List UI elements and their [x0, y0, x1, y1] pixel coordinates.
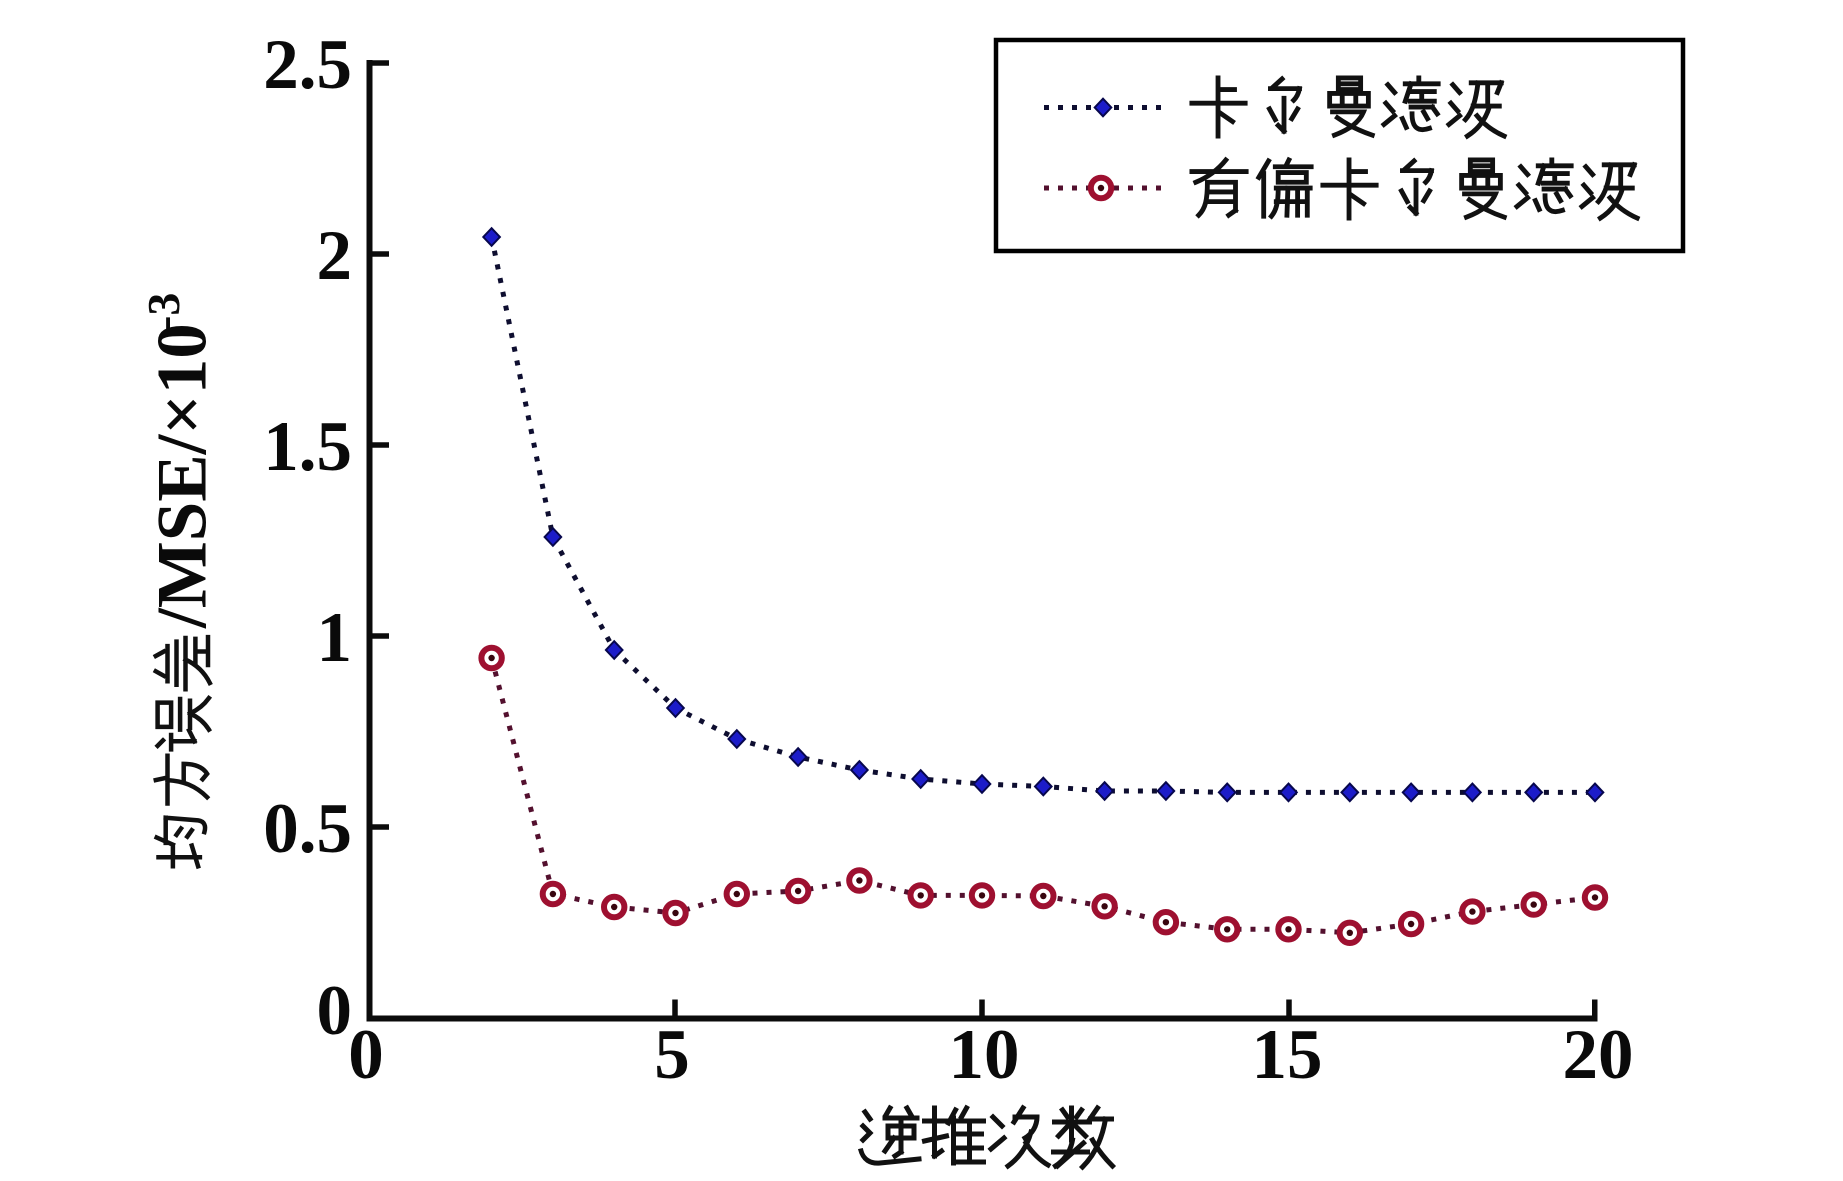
svg-text:-3: -3 — [138, 293, 189, 331]
svg-text:0: 0 — [348, 1016, 384, 1094]
svg-text:15: 15 — [1252, 1016, 1323, 1094]
svg-text:1: 1 — [317, 599, 353, 677]
svg-text:10: 10 — [949, 1016, 1020, 1094]
svg-text:5: 5 — [654, 1016, 690, 1094]
svg-text:2: 2 — [317, 217, 353, 295]
svg-text:2.5: 2.5 — [263, 26, 352, 104]
svg-text:1.5: 1.5 — [263, 408, 352, 486]
svg-text:0.5: 0.5 — [263, 790, 352, 868]
svg-text:0: 0 — [317, 972, 353, 1050]
svg-text:20: 20 — [1563, 1016, 1634, 1094]
svg-text:/MSE/×10: /MSE/×10 — [144, 323, 222, 629]
